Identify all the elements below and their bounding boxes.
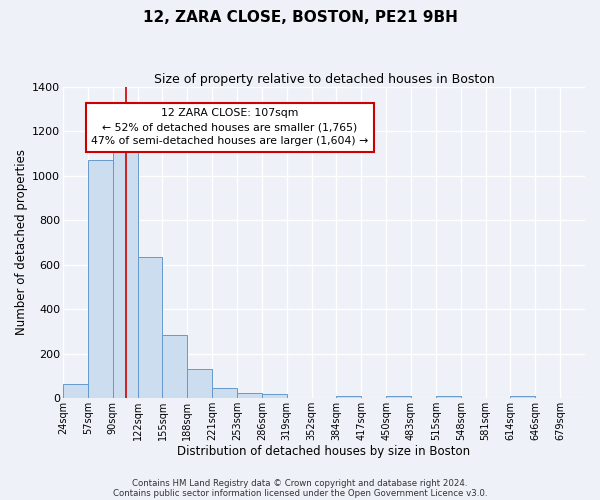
Bar — [386, 396, 411, 398]
Bar — [237, 394, 262, 398]
Text: Contains HM Land Registry data © Crown copyright and database right 2024.: Contains HM Land Registry data © Crown c… — [132, 478, 468, 488]
Y-axis label: Number of detached properties: Number of detached properties — [15, 150, 28, 336]
Bar — [187, 370, 212, 398]
Bar — [113, 140, 137, 398]
Bar — [163, 335, 187, 398]
Bar — [137, 257, 163, 398]
Text: Contains public sector information licensed under the Open Government Licence v3: Contains public sector information licen… — [113, 488, 487, 498]
Text: 12, ZARA CLOSE, BOSTON, PE21 9BH: 12, ZARA CLOSE, BOSTON, PE21 9BH — [143, 10, 457, 25]
Bar — [88, 160, 113, 398]
Bar — [212, 388, 237, 398]
Bar — [436, 396, 461, 398]
X-axis label: Distribution of detached houses by size in Boston: Distribution of detached houses by size … — [178, 444, 470, 458]
Bar — [63, 384, 88, 398]
Title: Size of property relative to detached houses in Boston: Size of property relative to detached ho… — [154, 72, 494, 86]
Text: 12 ZARA CLOSE: 107sqm
← 52% of detached houses are smaller (1,765)
47% of semi-d: 12 ZARA CLOSE: 107sqm ← 52% of detached … — [91, 108, 369, 146]
Bar — [511, 396, 535, 398]
Bar — [262, 394, 287, 398]
Bar — [337, 396, 361, 398]
